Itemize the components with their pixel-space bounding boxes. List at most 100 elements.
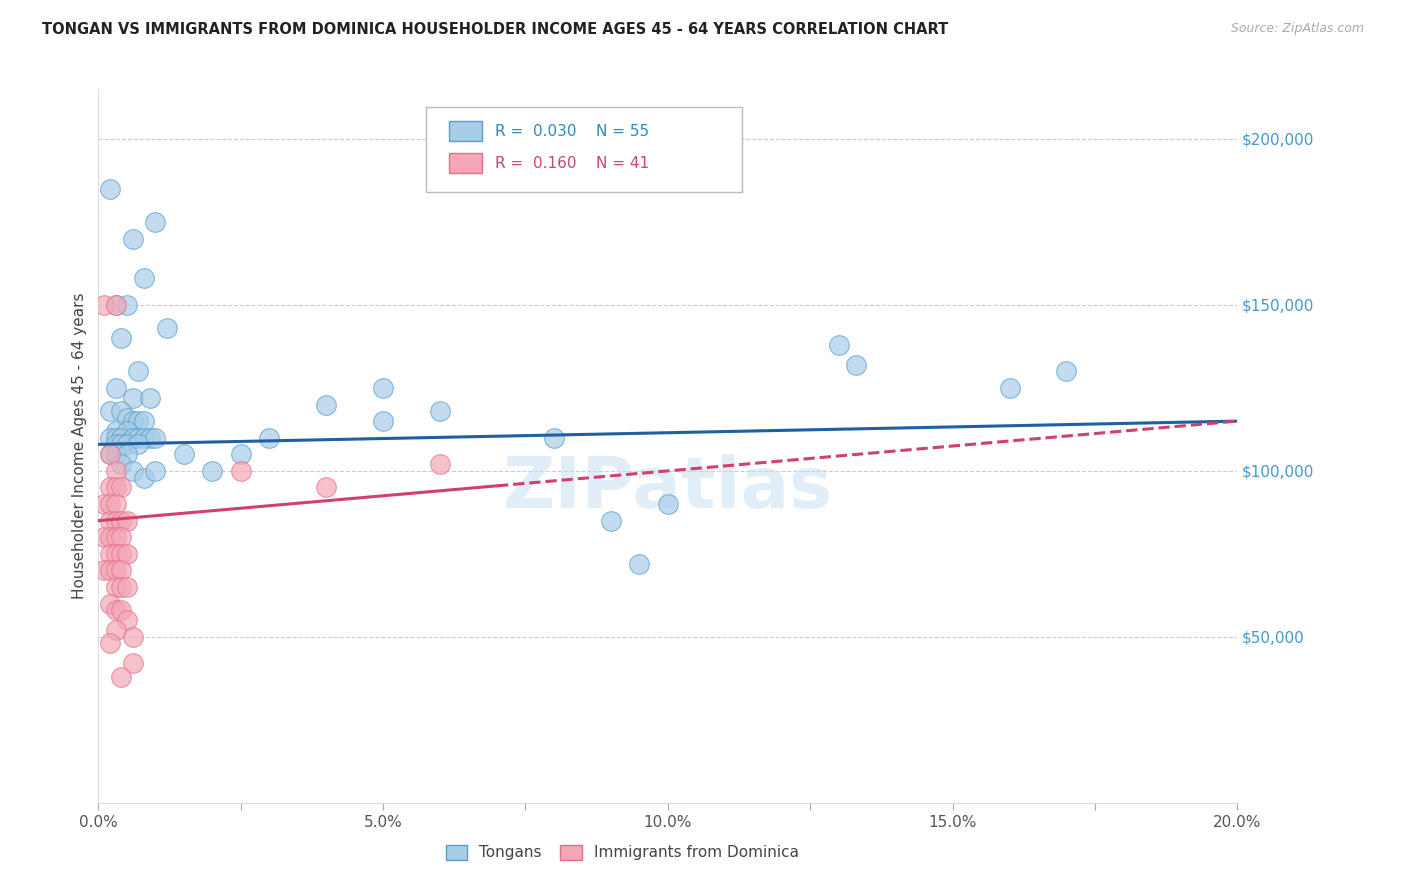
Point: [98, 431, 121, 445]
Point: [429, 457, 451, 471]
Point: [98, 447, 121, 461]
Point: [93, 530, 115, 544]
Point: [373, 381, 395, 395]
Point: [127, 437, 149, 451]
Point: [98, 497, 121, 511]
Point: [121, 464, 143, 478]
Point: [104, 514, 127, 528]
Point: [115, 514, 138, 528]
Point: [115, 298, 138, 312]
Point: [121, 657, 143, 671]
Point: [98, 447, 121, 461]
Point: [156, 321, 179, 335]
Point: [110, 530, 132, 544]
Point: [121, 431, 143, 445]
Text: R =  0.030    N = 55: R = 0.030 N = 55: [495, 124, 650, 138]
Point: [104, 530, 127, 544]
Point: [93, 497, 115, 511]
Point: [600, 514, 623, 528]
Point: [201, 464, 224, 478]
Point: [628, 557, 651, 571]
Point: [115, 437, 138, 451]
Point: [104, 381, 127, 395]
Point: [93, 564, 115, 578]
Point: [127, 431, 149, 445]
Point: [121, 414, 143, 428]
Point: [104, 497, 127, 511]
Point: [115, 580, 138, 594]
Point: [115, 547, 138, 561]
Point: [110, 580, 132, 594]
Point: [98, 636, 121, 650]
Point: [1056, 364, 1078, 378]
Point: [315, 481, 337, 495]
Text: ZIPatlas: ZIPatlas: [503, 454, 832, 524]
Point: [828, 338, 851, 352]
Point: [104, 424, 127, 438]
Point: [104, 447, 127, 461]
Point: [98, 564, 121, 578]
Point: [373, 414, 395, 428]
Point: [104, 298, 127, 312]
Point: [115, 613, 138, 627]
Point: [145, 464, 167, 478]
Point: [110, 603, 132, 617]
Point: [98, 404, 121, 418]
Point: [104, 624, 127, 638]
Point: [115, 410, 138, 425]
Point: [115, 447, 138, 461]
Text: TONGAN VS IMMIGRANTS FROM DOMINICA HOUSEHOLDER INCOME AGES 45 - 64 YEARS CORRELA: TONGAN VS IMMIGRANTS FROM DOMINICA HOUSE…: [42, 22, 949, 37]
Point: [104, 603, 127, 617]
Point: [229, 447, 252, 461]
Point: [132, 271, 155, 285]
Point: [657, 497, 679, 511]
Point: [104, 481, 127, 495]
Point: [110, 437, 132, 451]
Point: [145, 215, 167, 229]
Point: [110, 431, 132, 445]
Point: [115, 424, 138, 438]
Point: [132, 470, 155, 484]
Point: [110, 331, 132, 345]
Point: [121, 630, 143, 644]
Point: [138, 391, 160, 405]
Point: [98, 481, 121, 495]
Point: [98, 182, 121, 196]
Point: [98, 514, 121, 528]
Point: [104, 580, 127, 594]
Text: Source: ZipAtlas.com: Source: ZipAtlas.com: [1230, 22, 1364, 36]
Point: [132, 414, 155, 428]
Point: [104, 564, 127, 578]
Point: [104, 464, 127, 478]
Point: [110, 670, 132, 684]
Point: [98, 597, 121, 611]
Point: [429, 404, 451, 418]
Legend: Tongans, Immigrants from Dominica: Tongans, Immigrants from Dominica: [440, 838, 804, 866]
Point: [98, 547, 121, 561]
Point: [110, 481, 132, 495]
Point: [110, 547, 132, 561]
Point: [121, 231, 143, 245]
Point: [229, 464, 252, 478]
Y-axis label: Householder Income Ages 45 - 64 years: Householder Income Ages 45 - 64 years: [72, 293, 87, 599]
Point: [104, 437, 127, 451]
Point: [104, 547, 127, 561]
Point: [259, 431, 281, 445]
Point: [998, 381, 1021, 395]
Point: [145, 431, 167, 445]
Point: [98, 530, 121, 544]
Point: [93, 298, 115, 312]
Point: [110, 514, 132, 528]
Point: [104, 298, 127, 312]
Point: [127, 414, 149, 428]
Point: [127, 364, 149, 378]
Text: R =  0.160    N = 41: R = 0.160 N = 41: [495, 156, 650, 170]
Point: [110, 404, 132, 418]
Point: [845, 358, 868, 372]
Point: [173, 447, 195, 461]
Point: [138, 431, 160, 445]
Point: [110, 564, 132, 578]
Point: [132, 431, 155, 445]
Point: [110, 457, 132, 471]
Point: [315, 397, 337, 411]
